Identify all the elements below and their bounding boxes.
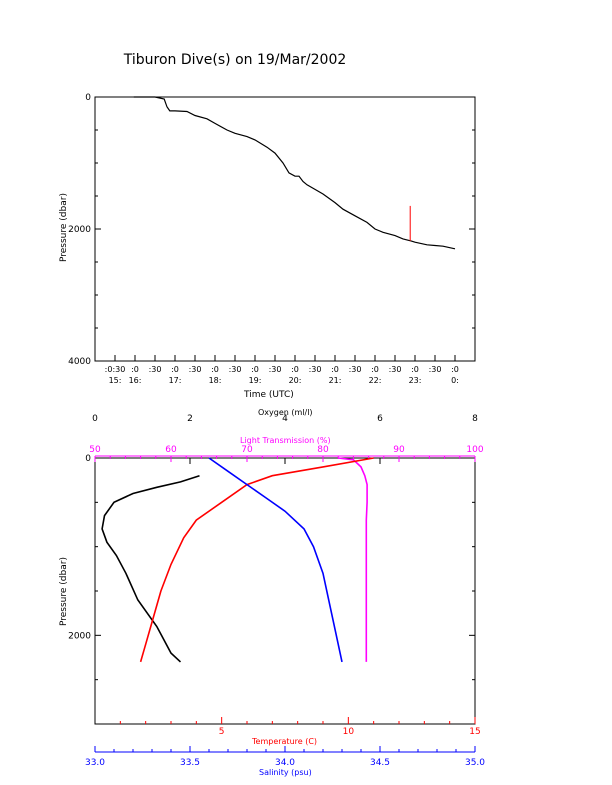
top-x-tick-hour-label: 20: <box>289 376 302 385</box>
page-title: Tiburon Dive(s) on 19/Mar/2002 <box>123 52 347 68</box>
oxygen-axis-label: Oxygen (ml/l) <box>258 408 313 417</box>
bottom-series <box>101 457 374 663</box>
profile-chart: 0 2000 0 2 4 6 8 50 60 70 80 90 100 5 10 15 33.0 33.5 34.0… <box>59 408 485 777</box>
temperature-tick-label: 5 <box>219 727 225 737</box>
bottom-y-axis-label: Pressure (dbar) <box>59 557 69 626</box>
top-x-tick-label: :0 <box>251 365 259 374</box>
top-x-tick-label: :0 <box>211 365 219 374</box>
top-x-tick-hour-label: 21: <box>329 376 342 385</box>
depth-trace-line <box>133 96 456 250</box>
bottom-plot-frame <box>94 457 476 725</box>
top-x-tick-label: :0 <box>451 365 459 374</box>
light-axis-label: Light Transmission (%) <box>240 436 331 445</box>
top-y-tick-label: 2000 <box>68 225 91 235</box>
salinity-tick-label: 33.5 <box>180 758 200 768</box>
light-tick-label: 60 <box>165 445 177 455</box>
top-x-tick-label: :30 <box>229 365 242 374</box>
top-x-tick-label: :30 <box>149 365 162 374</box>
oxygen-tick-label: 8 <box>472 414 478 424</box>
top-plot-frame <box>94 96 476 362</box>
top-x-tick-label: :30 <box>349 365 362 374</box>
top-x-tick-hour-label: 19: <box>249 376 262 385</box>
top-series <box>133 96 456 250</box>
top-x-tick-hour-label: 22: <box>369 376 382 385</box>
oxygen-profile-line <box>101 474 200 663</box>
light-tick-label: 100 <box>466 445 483 455</box>
oxygen-tick-label: 6 <box>377 414 383 424</box>
top-y-axis-label: Pressure (dbar) <box>59 193 69 262</box>
top-x-tick-hour-label: 15: <box>109 376 122 385</box>
top-x-axis: :0:3015::016::30:017::30:018::30:019::30… <box>105 355 459 385</box>
light-tick-label: 70 <box>241 445 253 455</box>
top-x-tick-label: :30 <box>189 365 202 374</box>
salinity-tick-label: 34.0 <box>275 758 295 768</box>
top-x-tick-label: :0 <box>171 365 179 374</box>
top-x-tick-label: :0 <box>131 365 139 374</box>
salinity-profile-line <box>208 457 343 663</box>
light-tick-label: 90 <box>393 445 405 455</box>
oxygen-tick-label: 2 <box>187 414 193 424</box>
top-x-tick-label: :30 <box>269 365 282 374</box>
top-x-tick-hour-label: 0: <box>451 376 459 385</box>
top-x-tick-label: :0 <box>371 365 379 374</box>
top-x-tick-hour-label: 18: <box>209 376 222 385</box>
oxygen-tick-label: 4 <box>282 414 288 424</box>
top-y-tick-label: 4000 <box>68 357 91 367</box>
top-x-tick-label: :0:30 <box>105 365 126 374</box>
temperature-axis-label: Temperature (C) <box>251 737 317 746</box>
top-x-tick-label: :0 <box>291 365 299 374</box>
top-y-axis: 0 2000 4000 <box>68 93 475 367</box>
temperature-profile-line <box>139 457 374 663</box>
bottom-y-tick-label: 0 <box>85 454 91 464</box>
temperature-tick-label: 10 <box>343 727 355 737</box>
bottom-axes: 0 2000 0 2 4 6 8 50 60 70 80 90 100 5 10 15 33.0 33.5 34.0… <box>68 414 485 768</box>
top-x-tick-hour-label: 17: <box>169 376 182 385</box>
top-x-tick-label: :30 <box>309 365 322 374</box>
bottom-y-tick-label: 2000 <box>68 631 91 641</box>
top-x-tick-label: :30 <box>429 365 442 374</box>
top-x-tick-hour-label: 16: <box>129 376 142 385</box>
light-tick-label: 50 <box>89 445 101 455</box>
top-x-tick-label: :30 <box>389 365 402 374</box>
salinity-axis-label: Salinity (psu) <box>259 768 312 777</box>
top-x-tick-label: :0 <box>411 365 419 374</box>
salinity-tick-label: 33.0 <box>85 758 105 768</box>
top-x-tick-label: :0 <box>331 365 339 374</box>
salinity-tick-label: 35.0 <box>465 758 485 768</box>
top-x-axis-label: Time (UTC) <box>243 390 294 400</box>
temperature-tick-label: 15 <box>469 727 480 737</box>
top-x-tick-hour-label: 23: <box>409 376 422 385</box>
salinity-tick-label: 34.5 <box>370 758 390 768</box>
light-tick-label: 80 <box>317 445 329 455</box>
top-y-tick-label: 0 <box>85 93 91 103</box>
light-profile-line <box>338 457 368 662</box>
oxygen-tick-label: 0 <box>92 414 98 424</box>
